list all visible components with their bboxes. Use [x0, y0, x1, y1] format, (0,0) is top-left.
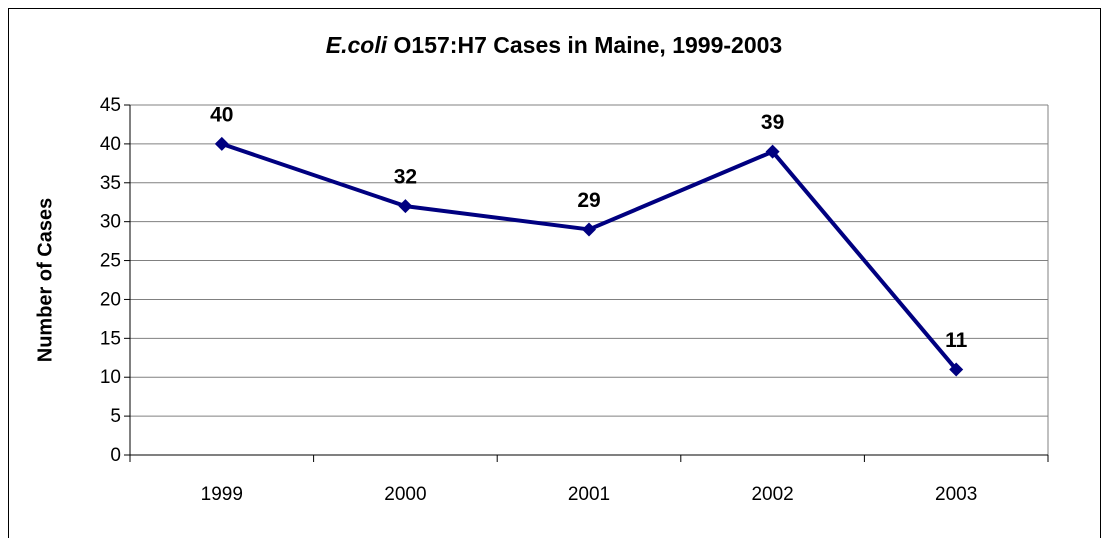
chart-title: E.coli O157:H7 Cases in Maine, 1999-2003 — [326, 32, 782, 58]
x-tick-label: 2002 — [751, 484, 793, 505]
data-label: 11 — [945, 329, 968, 352]
chart-frame — [8, 8, 1101, 538]
point-marker — [582, 222, 596, 237]
y-tick-label: 35 — [100, 173, 121, 194]
y-tick-label: 0 — [110, 445, 121, 466]
y-tick-label: 5 — [110, 406, 121, 427]
point-marker — [765, 144, 780, 159]
x-tick-label: 2001 — [568, 484, 610, 505]
data-label: 40 — [210, 103, 233, 126]
point-marker — [949, 362, 964, 377]
y-tick-label: 15 — [100, 328, 121, 349]
data-label: 29 — [577, 189, 600, 212]
data-label: 39 — [761, 111, 784, 134]
x-tick-label: 1999 — [201, 484, 243, 505]
y-tick-label: 10 — [100, 367, 121, 388]
y-tick-label: 45 — [100, 95, 121, 116]
y-tick-label: 20 — [100, 289, 121, 310]
data-label: 32 — [394, 166, 417, 189]
y-tick-label: 40 — [100, 134, 121, 155]
point-marker — [214, 136, 229, 151]
x-tick-label: 2000 — [384, 484, 426, 505]
y-tick-label: 30 — [100, 212, 121, 233]
y-axis-label: Number of Cases — [34, 198, 56, 363]
y-tick-label: 25 — [100, 251, 121, 272]
x-tick-label: 2003 — [935, 484, 977, 505]
point-marker — [398, 199, 413, 214]
